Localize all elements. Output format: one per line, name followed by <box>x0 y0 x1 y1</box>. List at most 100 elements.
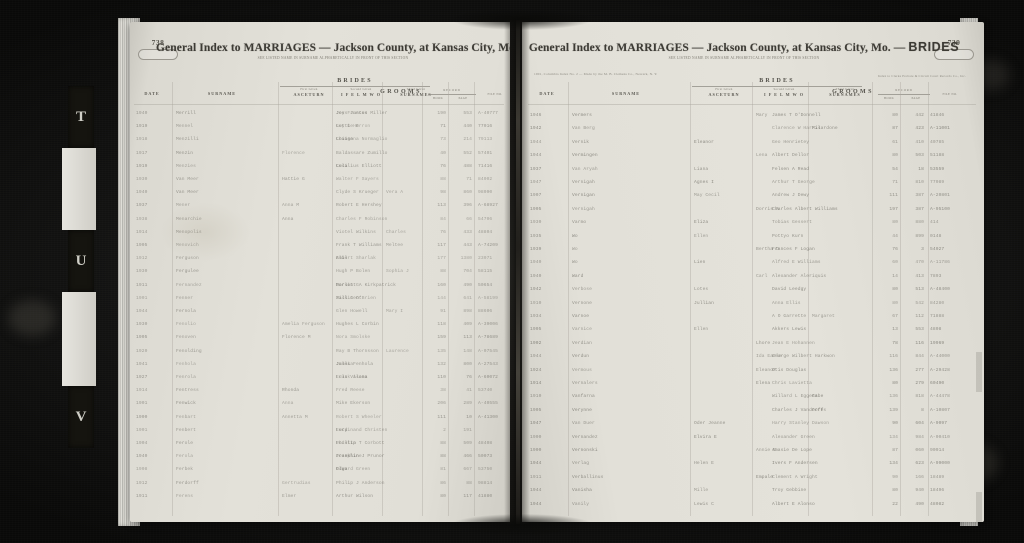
ledger-row: 1944 Verlag Helen E Ivers F Andersen 134 623 A… <box>522 458 984 471</box>
cell-book: 76 <box>440 229 446 235</box>
cell-date: 1935 <box>530 233 542 239</box>
index-tab-v[interactable]: V <box>68 386 94 448</box>
ledger-row: 1914 Fentress Rhonda Fred Reese 38 41 53740 <box>130 385 510 398</box>
ledger-row: 1940 Van Meer Vera A Clyde S Krueger 98 860 98… <box>130 187 510 200</box>
tab-gap <box>62 292 96 386</box>
col-header-given2: I F E L M W O <box>341 92 381 97</box>
cell-groom: George Wilbert Harkwon <box>772 354 835 360</box>
cell-book: 76 <box>440 163 446 169</box>
ledger-row: 1912 Ferdorff Gertrudias Philip J Anderson 8… <box>130 478 510 491</box>
cell-surname: Vanfarna <box>572 394 595 400</box>
cell-groom: Nora Smolske <box>336 335 371 341</box>
cell-g1: Oder Jeanne <box>694 421 726 427</box>
ledger-row: 1905 Menovich Meltee Frank T Williams 117 443… <box>130 240 510 253</box>
cell-book: 40 <box>440 150 446 156</box>
col-header-given1: ASCETURN <box>708 92 740 97</box>
index-tab-u[interactable]: U <box>68 230 94 292</box>
cell-groom: Charles Albert Williams <box>772 206 838 212</box>
cell-g3: Sophia J <box>386 269 409 275</box>
cell-date: 1942 <box>530 126 542 132</box>
cell-g2: Louise <box>336 137 354 143</box>
cell-surname: Fenner <box>176 295 194 301</box>
cell-date: 1944 <box>136 309 148 314</box>
cell-file: 40785 <box>930 139 945 145</box>
ledger-row: 1940 Merrill Joy Frances Jess Justus Miller… <box>130 108 510 121</box>
ledger-row: 1947 Van Duer Oder Jeanne Harry Stanley Daw… <box>522 418 984 431</box>
cell-page: 279 <box>915 381 924 386</box>
cell-date: 1904 <box>136 441 148 446</box>
cell-file: 77089 <box>930 180 945 185</box>
cell-file: A-11001 <box>930 126 950 132</box>
col-header-fileno: FILE NO. <box>487 92 503 96</box>
cell-g3: Mary I <box>386 309 404 314</box>
cell-page: 117 <box>463 493 472 499</box>
cell-g2: Joy Frances <box>336 111 368 116</box>
cell-book: 118 <box>437 322 446 328</box>
cell-file: 54027 <box>930 247 945 252</box>
ledger-row: 1940 Wo Lien Alfred E Williams 60 470 A-11786 <box>522 257 984 270</box>
cell-file: A-99000 <box>930 461 950 467</box>
cell-groom: Jack S O'Brien <box>336 295 376 301</box>
col-subheader-given1-note: First Given <box>715 87 733 91</box>
cell-page: 818 <box>915 394 924 400</box>
cell-page: 466 <box>463 454 472 460</box>
cell-g1: May Cecil <box>694 193 720 199</box>
left-page[interactable]: 738 General Index to MARRIAGES — Jackson… <box>130 22 510 522</box>
cell-page: 509 <box>463 441 472 446</box>
cell-file: 23071 <box>478 256 493 262</box>
cell-page: 66 <box>466 216 472 222</box>
cell-surname: Vernandez <box>572 434 598 440</box>
cell-date: 1907 <box>530 193 542 199</box>
cell-groom: Jean E Hohannen <box>772 340 815 346</box>
cell-surname: Ward <box>572 273 584 279</box>
cell-groom: Mike Ekerson <box>336 401 371 407</box>
cell-page: 880 <box>915 220 924 226</box>
cell-date: 1914 <box>136 388 148 394</box>
cell-date: 1917 <box>136 150 148 156</box>
cell-date: 1940 <box>136 190 148 196</box>
cell-date: 1910 <box>530 394 542 400</box>
ledger-row: 1940 Ward Carl Alexander Aleriquis 14 413 7893 <box>522 271 984 284</box>
heading-brides: BRIDES <box>908 40 960 54</box>
open-book: T U V 738 General Index to MARRIAGES — J… <box>22 8 1010 536</box>
cell-surname: Fergulee <box>176 269 199 275</box>
ledger-row: 1944 Fernola Mary I Glen Howell 91 898 88606 <box>130 306 510 319</box>
ledger-row: 1930 Varmo Eliza Tobias Gessert 80 880 414 <box>522 217 984 230</box>
cell-book: 190 <box>437 111 446 116</box>
cell-surname: Fenbart <box>176 414 196 420</box>
cell-page: 899 <box>915 233 924 239</box>
right-page-heading: General Index to MARRIAGES — Jackson Cou… <box>522 40 984 54</box>
cell-file: 48804 <box>478 229 493 235</box>
page-number-value: 738 <box>151 38 165 47</box>
cell-page: 552 <box>463 150 472 156</box>
cell-surname: Mennel <box>176 124 194 130</box>
cell-date: 1905 <box>530 206 542 212</box>
ledger-row: 1947 Vernigah Agnes I Arthur T George 71 810 7… <box>522 177 984 190</box>
cell-surname: Vernigah <box>572 206 595 212</box>
cell-page: 148 <box>463 348 472 354</box>
ledger-row: 1944 Verdun Ida Earle George Wilbert Harkwo… <box>522 351 984 364</box>
col-header-record: RECORD <box>443 88 461 92</box>
ledger-row: 1908 Ferbek Olga Edward Green 81 667 53750 <box>130 464 510 477</box>
heading-main: General Index to MARRIAGES — Jackson Cou… <box>528 42 906 54</box>
cell-book: 80 <box>892 287 898 293</box>
cell-book: 22 <box>892 501 898 507</box>
index-tab-t[interactable]: T <box>68 86 94 148</box>
cell-book: 116 <box>889 354 898 360</box>
cell-g2: Lena <box>756 153 768 159</box>
ledger-row: 1902 Verdian Lhore Jean E Hohannen 78 116 1996… <box>522 338 984 351</box>
cell-surname: Verdian <box>572 340 592 346</box>
col-header-date: DATE <box>539 91 555 96</box>
right-page[interactable]: 739 General Index to MARRIAGES — Jackson… <box>522 22 984 522</box>
cell-page: 71 <box>466 177 472 182</box>
cell-page: 623 <box>915 461 924 467</box>
cell-groom: Albert Dellor <box>772 153 810 159</box>
cell-page: 1380 <box>460 256 472 262</box>
cell-date: 1905 <box>136 335 148 341</box>
ledger-row: 1911 Ferens Elmer Arthur Wilson 80 117 41880 <box>130 491 510 504</box>
cell-surname: Varnoe <box>572 314 590 319</box>
cell-date: 1901 <box>136 401 148 407</box>
cell-date: 1912 <box>136 480 148 486</box>
cell-date: 1937 <box>530 166 542 172</box>
